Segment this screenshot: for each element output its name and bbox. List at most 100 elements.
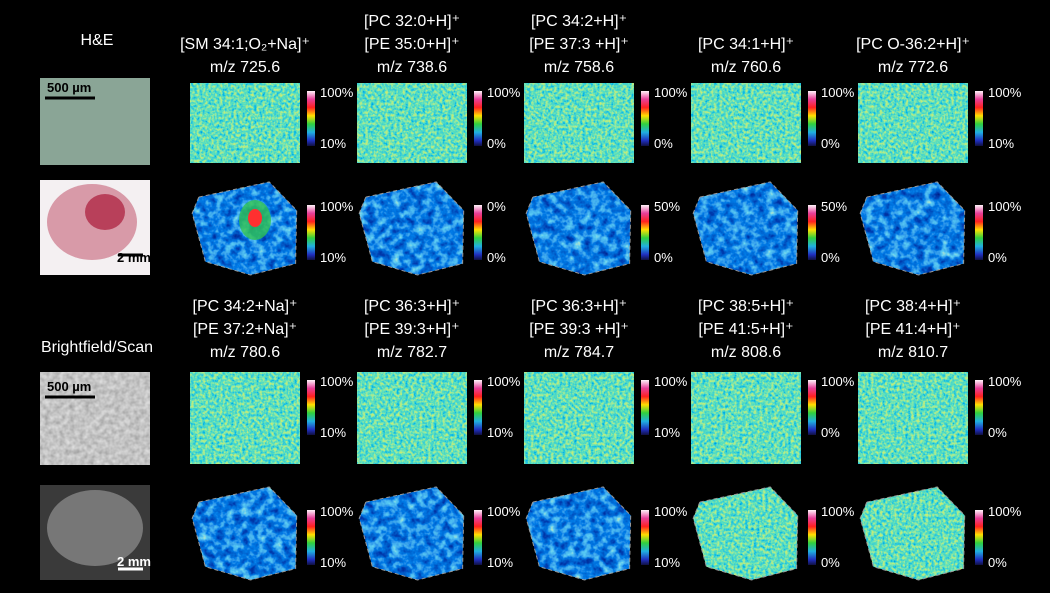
tissue-ion-image	[359, 486, 464, 580]
tissue-outline	[525, 486, 632, 581]
colorbar-max: 100%	[821, 504, 855, 519]
colorbar	[808, 91, 816, 146]
colorbar	[474, 380, 482, 435]
colorbar	[641, 510, 649, 565]
tissue	[47, 490, 143, 566]
colorbar-max: 100%	[320, 85, 354, 100]
colorbar-max: 100%	[487, 85, 521, 100]
colorbar-min: 10%	[320, 136, 346, 151]
colorbar-min: 10%	[320, 250, 346, 265]
tissue-outline	[191, 486, 298, 581]
tissue-outline	[358, 486, 465, 581]
ion-label: m/z 772.6	[878, 59, 948, 76]
colorbar-max: 100%	[821, 85, 855, 100]
colorbar-min: 0%	[654, 136, 673, 151]
ion-label: [PE 37:2+Na]⁺	[193, 321, 297, 338]
colorbar-min: 0%	[487, 250, 506, 265]
reference-label: Brightfield/Scan	[41, 339, 153, 356]
colorbar	[641, 380, 649, 435]
ion-label: [PC 36:3+H]⁺	[364, 298, 460, 315]
ion-label: [PE 39:3 +H]⁺	[529, 321, 629, 338]
colorbar-max: 100%	[487, 374, 521, 389]
colorbar-min: 10%	[487, 555, 513, 570]
ion-label: m/z 782.7	[377, 344, 447, 361]
ion-label: m/z 758.6	[544, 59, 614, 76]
colorbar-min: 10%	[654, 425, 680, 440]
colorbar	[808, 205, 816, 260]
ion-label: [PC 34:1+H]⁺	[698, 36, 794, 53]
hotspot	[248, 209, 262, 227]
tissue-outline	[859, 181, 966, 276]
colorbar-max: 100%	[487, 504, 521, 519]
reference-label: H&E	[81, 32, 114, 49]
ion-image	[691, 83, 801, 163]
colorbar-min: 0%	[988, 555, 1007, 570]
ion-image	[524, 372, 634, 464]
tissue-ion-image	[192, 486, 297, 580]
ion-label: [PE 37:3 +H]⁺	[529, 36, 629, 53]
ion-label: [PC 34:2+Na]⁺	[193, 298, 298, 315]
colorbar-min: 10%	[487, 425, 513, 440]
he-micrograph	[40, 78, 150, 165]
ion-label: [PE 35:0+H]⁺	[364, 36, 459, 53]
tissue-outline	[525, 181, 632, 276]
ion-label: m/z 725.6	[210, 59, 280, 76]
ion-image	[190, 83, 300, 163]
ion-image	[524, 83, 634, 163]
ion-image	[357, 372, 467, 464]
colorbar	[474, 510, 482, 565]
ion-label: [PC 32:0+H]⁺	[364, 13, 460, 30]
ion-label: m/z 810.7	[878, 344, 948, 361]
colorbar-max: 100%	[654, 374, 688, 389]
ion-image	[357, 83, 467, 163]
colorbar-max: 50%	[821, 199, 847, 214]
colorbar	[474, 205, 482, 260]
colorbar-min: 10%	[320, 555, 346, 570]
colorbar-min: 0%	[821, 250, 840, 265]
ion-image	[190, 372, 300, 464]
tissue-ion-image	[860, 181, 965, 275]
colorbar-min: 0%	[654, 250, 673, 265]
ion-label: [PC 38:4+H]⁺	[865, 298, 961, 315]
ion-label: [PE 41:4+H]⁺	[865, 321, 960, 338]
colorbar-min: 0%	[988, 425, 1007, 440]
colorbar-min: 0%	[821, 136, 840, 151]
colorbar-max: 100%	[988, 504, 1022, 519]
ion-label: [PC 34:2+H]⁺	[531, 13, 627, 30]
tissue-ion-image	[693, 486, 798, 580]
ion-image	[691, 372, 801, 464]
tissue-outline	[692, 181, 799, 276]
colorbar-max: 100%	[988, 85, 1022, 100]
colorbar	[307, 205, 315, 260]
tissue-ion-image	[526, 486, 631, 580]
scale-bar-label: 2 mm	[117, 250, 151, 265]
colorbar	[975, 205, 983, 260]
ion-label: m/z 780.6	[210, 344, 280, 361]
colorbar	[641, 205, 649, 260]
colorbar-max: 50%	[654, 199, 680, 214]
colorbar	[808, 380, 816, 435]
tissue-outline	[191, 181, 298, 276]
tissue-core	[85, 194, 125, 230]
tissue-outline	[692, 486, 799, 581]
tissue-ion-image	[693, 181, 798, 275]
colorbar	[474, 91, 482, 146]
scale-bar-label: 500 µm	[47, 80, 91, 95]
colorbar-min: 10%	[320, 425, 346, 440]
colorbar-max: 0%	[487, 199, 506, 214]
ion-label: m/z 738.6	[377, 59, 447, 76]
colorbar	[641, 91, 649, 146]
colorbar-max: 100%	[988, 374, 1022, 389]
colorbar-max: 100%	[320, 199, 354, 214]
ion-label: [PC O-36:2+H]⁺	[856, 36, 970, 53]
ion-label: [PC 36:3+H]⁺	[531, 298, 627, 315]
colorbar-max: 100%	[988, 199, 1022, 214]
colorbar-max: 100%	[821, 374, 855, 389]
colorbar-min: 10%	[654, 555, 680, 570]
ion-image	[858, 83, 968, 163]
colorbar-max: 100%	[654, 504, 688, 519]
ion-label: [SM 34:1;O₂+Na]⁺	[180, 36, 310, 53]
scale-bar-label: 500 µm	[47, 379, 91, 394]
colorbar-min: 0%	[487, 136, 506, 151]
